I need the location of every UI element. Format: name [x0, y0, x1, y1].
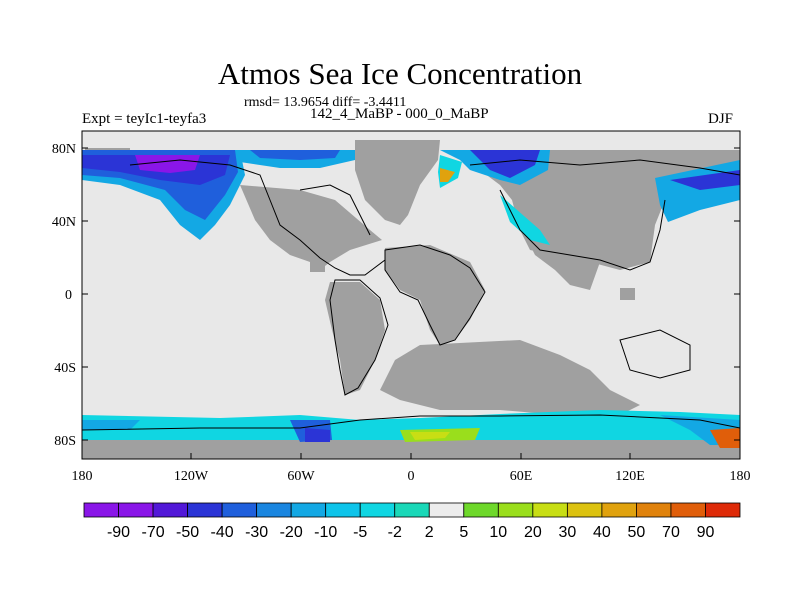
colorbar-box [256, 502, 292, 518]
colorbar-label: 40 [593, 524, 611, 541]
season-label: DJF [708, 111, 734, 127]
lon-label-180w: 180 [72, 469, 93, 484]
colorbar-label: -90 [107, 524, 130, 541]
colorbar-box [187, 502, 223, 518]
colorbar-box [463, 502, 499, 518]
land-north-america [240, 185, 382, 270]
colorbar-box [601, 502, 637, 518]
colorbar-box [359, 502, 396, 518]
colorbar-label: -70 [141, 524, 164, 541]
colorbar-label: 2 [425, 524, 434, 541]
lat-label-80n: 80N [52, 142, 76, 157]
lat-label-80s: 80S [54, 434, 76, 449]
ice-anomaly-shading [82, 150, 740, 448]
coastlines [82, 159, 740, 431]
lat-label-40n: 40N [52, 215, 76, 230]
lon-label-60e: 60E [510, 469, 533, 484]
colorbar-label: 70 [662, 524, 680, 541]
land-greenland [355, 140, 440, 225]
plot-title: Atmos Sea Ice Concentration [217, 56, 583, 91]
lon-label-0: 0 [408, 469, 415, 484]
colorbar-box [221, 502, 258, 518]
land-asia-south [525, 235, 600, 290]
lon-label-120e: 120E [615, 469, 645, 484]
colorbar-label: -40 [211, 524, 234, 541]
lat-label-40s: 40S [54, 361, 76, 376]
colorbar-label: -10 [314, 524, 337, 541]
lon-label-60w: 60W [287, 469, 315, 484]
colorbar-box [428, 502, 465, 518]
colorbar-label: 10 [489, 524, 507, 541]
colorbar-label: -20 [280, 524, 303, 541]
colorbar-box [290, 502, 327, 518]
colorbar-label: 5 [459, 524, 468, 541]
colorbar-box [705, 502, 741, 518]
lon-label-180e: 180 [730, 469, 751, 484]
colorbar-box [566, 502, 603, 518]
colorbar-box [497, 502, 534, 518]
colorbar-box [532, 502, 568, 518]
colorbar-box [394, 502, 430, 518]
colorbar-label: 90 [697, 524, 715, 541]
colorbar-label: 50 [628, 524, 646, 541]
colorbar-label: -2 [388, 524, 402, 541]
stats-text: rmsd= 13.9654 diff= -3.4411 [244, 95, 407, 110]
land-australia-region [380, 340, 640, 415]
colorbar-box [118, 502, 154, 518]
colorbar-box [83, 502, 119, 518]
land-africa [385, 245, 485, 345]
colorbar-box [670, 502, 706, 518]
colorbar-label: -50 [176, 524, 199, 541]
colorbar-label: -5 [353, 524, 367, 541]
colorbar-label: -30 [245, 524, 268, 541]
colorbar-box [152, 502, 188, 518]
case-label: 142_4_MaBP - 000_0_MaBP [310, 106, 489, 122]
land-south-america [325, 282, 385, 395]
colorbar-box [325, 502, 361, 518]
colorbar: -90 -70 -50 -40 -30 -20 -10 -5 -2 2 5 10 20 30 40 50 70 9… [83, 502, 741, 541]
colorbar-label: 20 [524, 524, 542, 541]
colorbar-box [636, 502, 672, 518]
lon-label-120w: 120W [174, 469, 209, 484]
colorbar-label: 30 [558, 524, 576, 541]
lat-label-0: 0 [65, 288, 72, 303]
experiment-label: Expt = teyIc1-teyfa3 [82, 111, 207, 127]
